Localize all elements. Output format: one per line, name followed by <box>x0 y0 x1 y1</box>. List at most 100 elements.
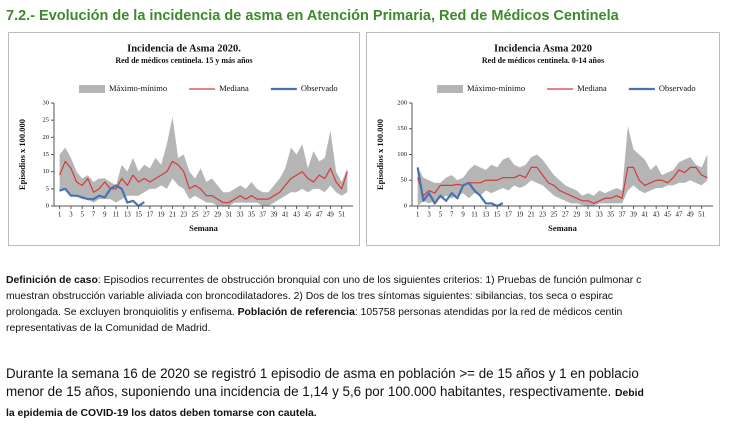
x-tick-label: 25 <box>192 212 199 219</box>
y-tick-label: 20 <box>43 134 50 141</box>
x-tick-label: 11 <box>471 212 478 219</box>
y-tick-label: 100 <box>397 151 407 158</box>
text-line: muestran obstrucción variable aliviada c… <box>6 289 748 305</box>
x-tick-label: 39 <box>271 212 278 219</box>
bold-text: Definición de caso <box>6 275 98 286</box>
paragraph: Durante la semana 16 de 2020 se registró… <box>6 365 748 423</box>
x-tick-label: 21 <box>169 212 176 219</box>
legend-label: Observado <box>659 83 696 93</box>
x-tick-label: 21 <box>528 212 535 219</box>
x-tick-label: 45 <box>304 212 311 219</box>
y-tick-label: 50 <box>401 177 408 184</box>
x-tick-label: 37 <box>259 212 266 219</box>
x-tick-label: 9 <box>461 212 465 219</box>
series-line <box>59 160 348 204</box>
x-tick-label: 37 <box>619 212 626 219</box>
x-tick-label: 27 <box>562 212 569 219</box>
x-axis-label: Semana <box>189 223 219 233</box>
bold-text: Población de referencia <box>237 307 355 318</box>
x-tick-label: 19 <box>158 212 165 219</box>
y-tick-label: 30 <box>43 99 50 106</box>
chart-subtitle: Red de médicos centinela. 0-14 años <box>482 56 604 65</box>
x-tick-label: 17 <box>147 212 154 219</box>
x-tick-label: 23 <box>539 212 546 219</box>
x-tick-label: 19 <box>517 212 524 219</box>
x-tick-label: 7 <box>92 212 96 219</box>
chart-subtitle: Red de médicos centinela. 15 y más años <box>115 56 252 65</box>
y-axis-label: Episodios x 100.000 <box>17 119 27 190</box>
series-line <box>59 184 145 208</box>
bold-text: Debid <box>614 388 644 399</box>
x-tick-label: 39 <box>630 212 637 219</box>
x-tick-label: 1 <box>416 212 419 219</box>
x-axis-label: Semana <box>548 223 578 233</box>
chart-box: Incidencia de Asma 2020. Red de médicos c… <box>8 32 360 246</box>
x-tick-label: 5 <box>81 212 85 219</box>
x-tick-label: 23 <box>180 212 187 219</box>
x-tick-label: 11 <box>113 212 120 219</box>
x-tick-label: 35 <box>607 212 614 219</box>
bold-text: la epidemia de COVID-19 los datos deben … <box>6 408 317 419</box>
x-tick-label: 1 <box>58 212 61 219</box>
legend-label: Observado <box>301 83 338 93</box>
x-tick-label: 13 <box>482 212 489 219</box>
x-tick-label: 29 <box>573 212 580 219</box>
x-tick-label: 49 <box>327 212 334 219</box>
text-line: la epidemia de COVID-19 los datos deben … <box>6 403 748 423</box>
section-heading: 7.2.- Evolución de la incidencia de asma… <box>6 8 619 24</box>
paragraph: Definición de caso: Episodios recurrente… <box>6 273 748 337</box>
legend-label: Mediana <box>219 83 249 93</box>
range-band <box>417 126 708 206</box>
x-tick-label: 17 <box>505 212 512 219</box>
x-tick-label: 41 <box>282 212 289 219</box>
x-tick-label: 47 <box>316 212 323 219</box>
y-tick-label: 0 <box>46 202 49 209</box>
x-tick-label: 31 <box>585 212 592 219</box>
text-line: menor de 15 años, suponiendo una inciden… <box>6 383 748 403</box>
x-tick-label: 35 <box>248 212 255 219</box>
x-tick-label: 33 <box>237 212 244 219</box>
text-line: prolongada. Se excluyen bronquiolitis y … <box>6 305 748 321</box>
x-tick-label: 15 <box>494 212 501 219</box>
x-tick-label: 47 <box>676 212 683 219</box>
x-tick-label: 41 <box>641 212 648 219</box>
range-band <box>59 116 348 206</box>
text-line: Durante la semana 16 de 2020 se registró… <box>6 365 748 383</box>
legend-label: Máximo-mínimo <box>467 83 525 93</box>
legend-label: Máximo-mínimo <box>109 83 167 93</box>
text: prolongada. Se excluyen bronquiolitis y … <box>6 307 238 318</box>
legend-swatch <box>437 85 463 93</box>
x-tick-label: 51 <box>698 212 705 219</box>
text: muestran obstrucción variable aliviada c… <box>6 291 614 302</box>
x-tick-label: 25 <box>551 212 558 219</box>
x-tick-label: 45 <box>664 212 671 219</box>
chart-box: Incidencia Asma 2020 Red de médicos centi… <box>366 32 720 246</box>
y-axis-label: Episodios x 100.000 <box>375 119 385 190</box>
text: menor de 15 años, suponiendo una inciden… <box>6 384 615 399</box>
chart-title: Incidencia Asma 2020 <box>494 43 592 54</box>
text-line: representativas de la Comunidad de Madri… <box>6 321 748 337</box>
text: Durante la semana 16 de 2020 se registró… <box>6 366 639 381</box>
text: : Episodios recurrentes de obstrucción b… <box>97 275 642 286</box>
x-tick-label: 27 <box>203 212 210 219</box>
x-tick-label: 33 <box>596 212 603 219</box>
x-tick-label: 31 <box>225 212 232 219</box>
y-tick-label: 25 <box>43 117 50 124</box>
x-tick-label: 15 <box>135 212 142 219</box>
y-tick-label: 0 <box>404 202 407 209</box>
x-tick-label: 7 <box>450 212 454 219</box>
text-line: Definición de caso: Episodios recurrente… <box>6 273 748 289</box>
x-tick-label: 29 <box>214 212 221 219</box>
x-tick-label: 9 <box>103 212 107 219</box>
x-tick-label: 13 <box>124 212 131 219</box>
chart-title: Incidencia de Asma 2020. <box>127 43 241 54</box>
y-tick-label: 5 <box>46 185 49 192</box>
y-tick-label: 150 <box>397 125 407 132</box>
series-line <box>416 167 504 208</box>
text: representativas de la Comunidad de Madri… <box>6 323 211 334</box>
legend-swatch <box>79 85 105 93</box>
x-tick-label: 3 <box>69 212 73 219</box>
text: : 105758 personas atendidas por la red d… <box>354 307 623 318</box>
x-tick-label: 5 <box>439 212 443 219</box>
